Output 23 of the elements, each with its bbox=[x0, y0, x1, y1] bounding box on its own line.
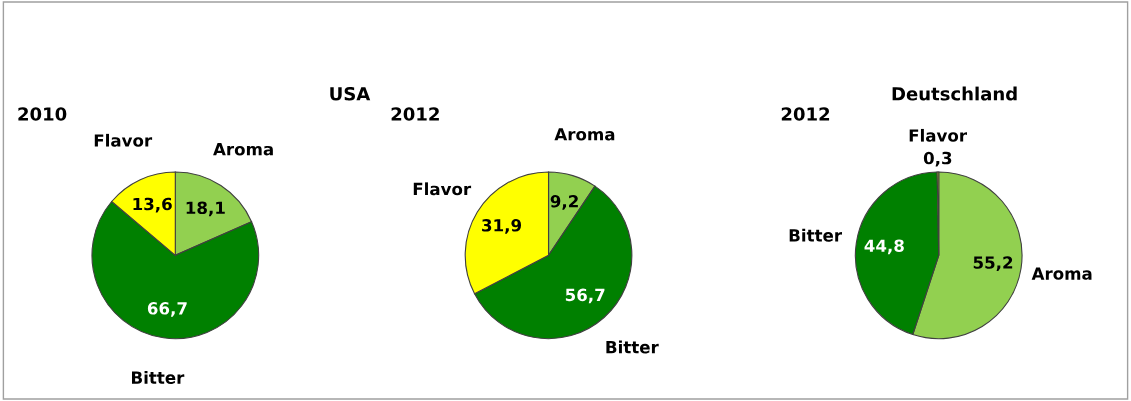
slice-label: Bitter bbox=[132, 370, 185, 384]
slice-label: Bitter bbox=[789, 228, 842, 242]
data-label: 66,7 bbox=[147, 302, 187, 317]
slice-label: Flavor bbox=[94, 133, 153, 147]
chart-title: 2012 bbox=[781, 107, 830, 121]
chart-title: 2010 bbox=[18, 107, 67, 121]
data-label: 56,7 bbox=[565, 288, 605, 304]
data-label: 18,1 bbox=[186, 201, 225, 217]
data-label: 44,8 bbox=[864, 239, 904, 255]
text: USA bbox=[330, 86, 371, 101]
data-label: 31,9 bbox=[482, 219, 522, 234]
chart-title: 2012 bbox=[391, 107, 439, 121]
text: Deutschland bbox=[892, 86, 1017, 101]
data-label: 13,6 bbox=[133, 197, 172, 213]
data-label: 0,3 bbox=[923, 151, 952, 167]
slice-label: Flavor bbox=[909, 128, 968, 142]
slice-label: Bitter bbox=[606, 340, 659, 354]
slice-label: Aroma bbox=[554, 128, 615, 141]
data-label: 9,2 bbox=[550, 194, 578, 210]
slice-label: Flavor bbox=[413, 182, 472, 196]
data-label: 55,2 bbox=[973, 256, 1013, 271]
slice-label: Aroma bbox=[213, 143, 273, 156]
slice-label: Aroma bbox=[1031, 267, 1092, 280]
